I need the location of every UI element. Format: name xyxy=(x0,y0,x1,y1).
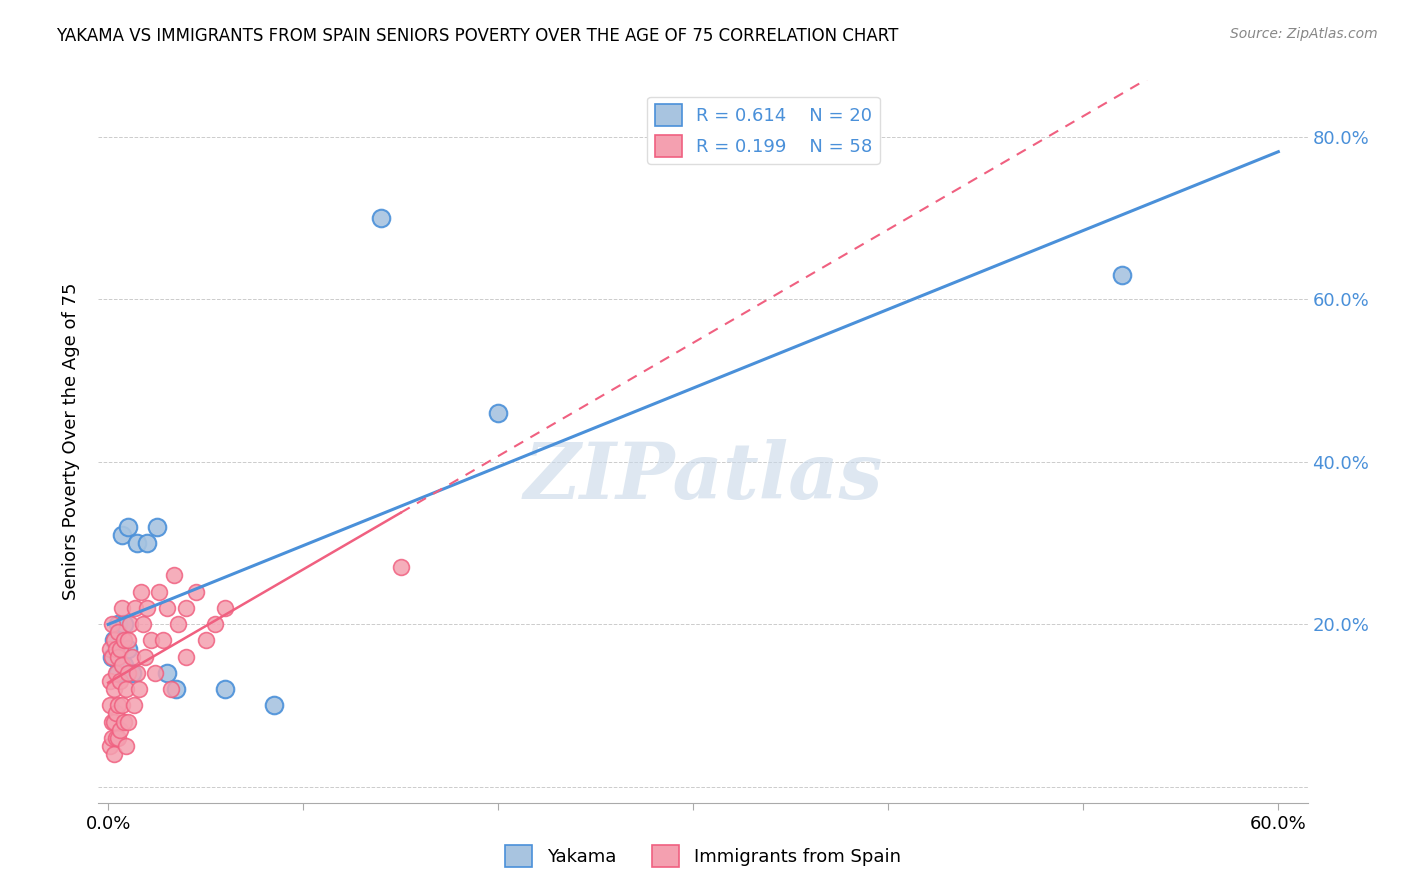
Point xyxy=(108,673,131,688)
Point xyxy=(114,682,136,697)
Point xyxy=(101,714,124,729)
Point xyxy=(111,698,134,713)
Point xyxy=(111,601,134,615)
Point xyxy=(112,633,135,648)
Point xyxy=(214,601,236,615)
Point xyxy=(98,698,121,713)
Point xyxy=(128,682,150,697)
Text: YAKAMA VS IMMIGRANTS FROM SPAIN SENIORS POVERTY OVER THE AGE OF 75 CORRELATION C: YAKAMA VS IMMIGRANTS FROM SPAIN SENIORS … xyxy=(56,27,898,45)
Point xyxy=(98,739,121,753)
Point xyxy=(122,698,145,713)
Point xyxy=(117,633,139,648)
Point xyxy=(112,657,135,672)
Point xyxy=(111,528,134,542)
Point xyxy=(134,649,156,664)
Point xyxy=(127,536,149,550)
Point xyxy=(194,633,217,648)
Point xyxy=(156,601,179,615)
Point xyxy=(127,665,149,680)
Point xyxy=(103,682,125,697)
Point xyxy=(370,211,392,226)
Point xyxy=(101,649,124,664)
Point xyxy=(159,682,181,697)
Point xyxy=(107,625,129,640)
Point xyxy=(263,698,285,713)
Point xyxy=(121,649,143,664)
Point xyxy=(112,617,135,632)
Point xyxy=(118,617,141,632)
Point xyxy=(117,520,139,534)
Point xyxy=(117,641,139,656)
Text: Source: ZipAtlas.com: Source: ZipAtlas.com xyxy=(1230,27,1378,41)
Point xyxy=(167,617,190,632)
Point xyxy=(107,698,129,713)
Point xyxy=(165,682,187,697)
Point xyxy=(174,601,197,615)
Point xyxy=(1111,268,1133,282)
Point xyxy=(103,714,125,729)
Point xyxy=(107,731,129,745)
Point xyxy=(114,739,136,753)
Point xyxy=(108,641,131,656)
Point xyxy=(104,665,127,680)
Point xyxy=(98,641,121,656)
Point xyxy=(112,714,135,729)
Point xyxy=(152,633,174,648)
Point xyxy=(107,649,129,664)
Point xyxy=(103,633,125,648)
Text: ZIPatlas: ZIPatlas xyxy=(523,440,883,516)
Point xyxy=(121,665,143,680)
Point xyxy=(108,723,131,737)
Point xyxy=(184,584,207,599)
Point xyxy=(107,617,129,632)
Point xyxy=(486,406,509,420)
Point xyxy=(136,536,159,550)
Point xyxy=(101,649,124,664)
Point xyxy=(111,657,134,672)
Point xyxy=(131,584,153,599)
Point xyxy=(104,641,127,656)
Point xyxy=(117,714,139,729)
Point xyxy=(101,731,124,745)
Point xyxy=(148,584,170,599)
Point xyxy=(174,649,197,664)
Point xyxy=(156,665,179,680)
Point xyxy=(103,747,125,761)
Point xyxy=(139,633,162,648)
Point xyxy=(136,601,159,615)
Point xyxy=(132,617,155,632)
Point xyxy=(146,520,169,534)
Point xyxy=(101,617,124,632)
Legend: R = 0.614    N = 20, R = 0.199    N = 58: R = 0.614 N = 20, R = 0.199 N = 58 xyxy=(647,96,880,164)
Point xyxy=(214,682,236,697)
Point xyxy=(204,617,226,632)
Point xyxy=(124,601,146,615)
Point xyxy=(389,560,412,574)
Point xyxy=(104,706,127,721)
Y-axis label: Seniors Poverty Over the Age of 75: Seniors Poverty Over the Age of 75 xyxy=(62,283,80,600)
Point xyxy=(107,665,129,680)
Point xyxy=(104,731,127,745)
Legend: Yakama, Immigrants from Spain: Yakama, Immigrants from Spain xyxy=(498,838,908,874)
Point xyxy=(143,665,166,680)
Point xyxy=(98,673,121,688)
Point xyxy=(117,665,139,680)
Point xyxy=(163,568,186,582)
Point xyxy=(103,633,125,648)
